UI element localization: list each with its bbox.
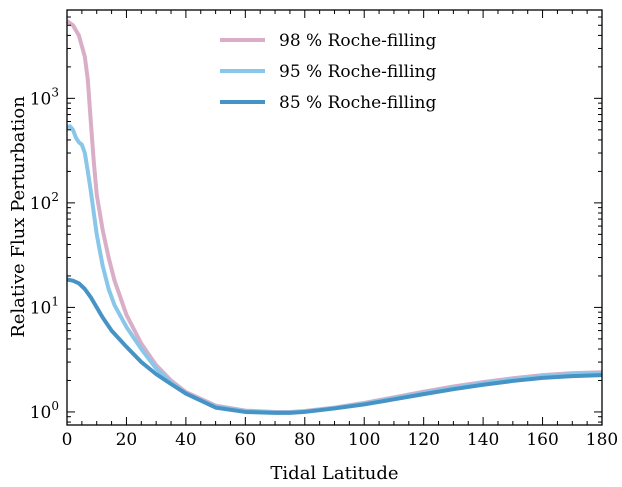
legend-label-2: 95 % Roche-filling bbox=[279, 62, 437, 82]
x-tick-label: 40 bbox=[175, 430, 197, 450]
legend: 98 % Roche-filling 95 % Roche-filling 85 %… bbox=[220, 31, 437, 113]
x-tick-label: 80 bbox=[294, 430, 316, 450]
series-line-2 bbox=[66, 124, 603, 415]
y-axis-label: Relative Flux Perturbation bbox=[8, 96, 29, 338]
y-tick-exponent: 0 bbox=[51, 399, 59, 413]
series-layer bbox=[65, 19, 603, 415]
x-tick-label: 60 bbox=[235, 430, 257, 450]
y-tick-exponent: 3 bbox=[51, 85, 59, 99]
y-tick-exponent: 2 bbox=[51, 190, 59, 204]
y-tick-label: 101 bbox=[30, 294, 59, 318]
legend-label-1: 98 % Roche-filling bbox=[279, 31, 437, 51]
series-line-3 bbox=[66, 277, 603, 415]
y-tick-base: 10 bbox=[30, 403, 52, 423]
x-tick-label: 100 bbox=[348, 430, 380, 450]
y-tick-label: 102 bbox=[30, 190, 59, 214]
y-tick-base: 10 bbox=[30, 298, 52, 318]
x-tick-label: 120 bbox=[407, 430, 439, 450]
x-tick-label: 20 bbox=[116, 430, 138, 450]
y-tick-label: 100 bbox=[30, 399, 59, 423]
y-tick-exponent: 1 bbox=[51, 294, 59, 308]
y-tick-label: 103 bbox=[30, 85, 59, 109]
legend-label-3: 85 % Roche-filling bbox=[279, 93, 437, 113]
x-tick-label: 0 bbox=[62, 430, 73, 450]
x-axis-label: Tidal Latitude bbox=[270, 463, 398, 484]
y-tick-base: 10 bbox=[30, 194, 52, 214]
y-tick-base: 10 bbox=[30, 89, 52, 109]
x-tick-label: 160 bbox=[526, 430, 558, 450]
x-tick-label: 140 bbox=[467, 430, 499, 450]
x-tick-label: 180 bbox=[586, 430, 618, 450]
